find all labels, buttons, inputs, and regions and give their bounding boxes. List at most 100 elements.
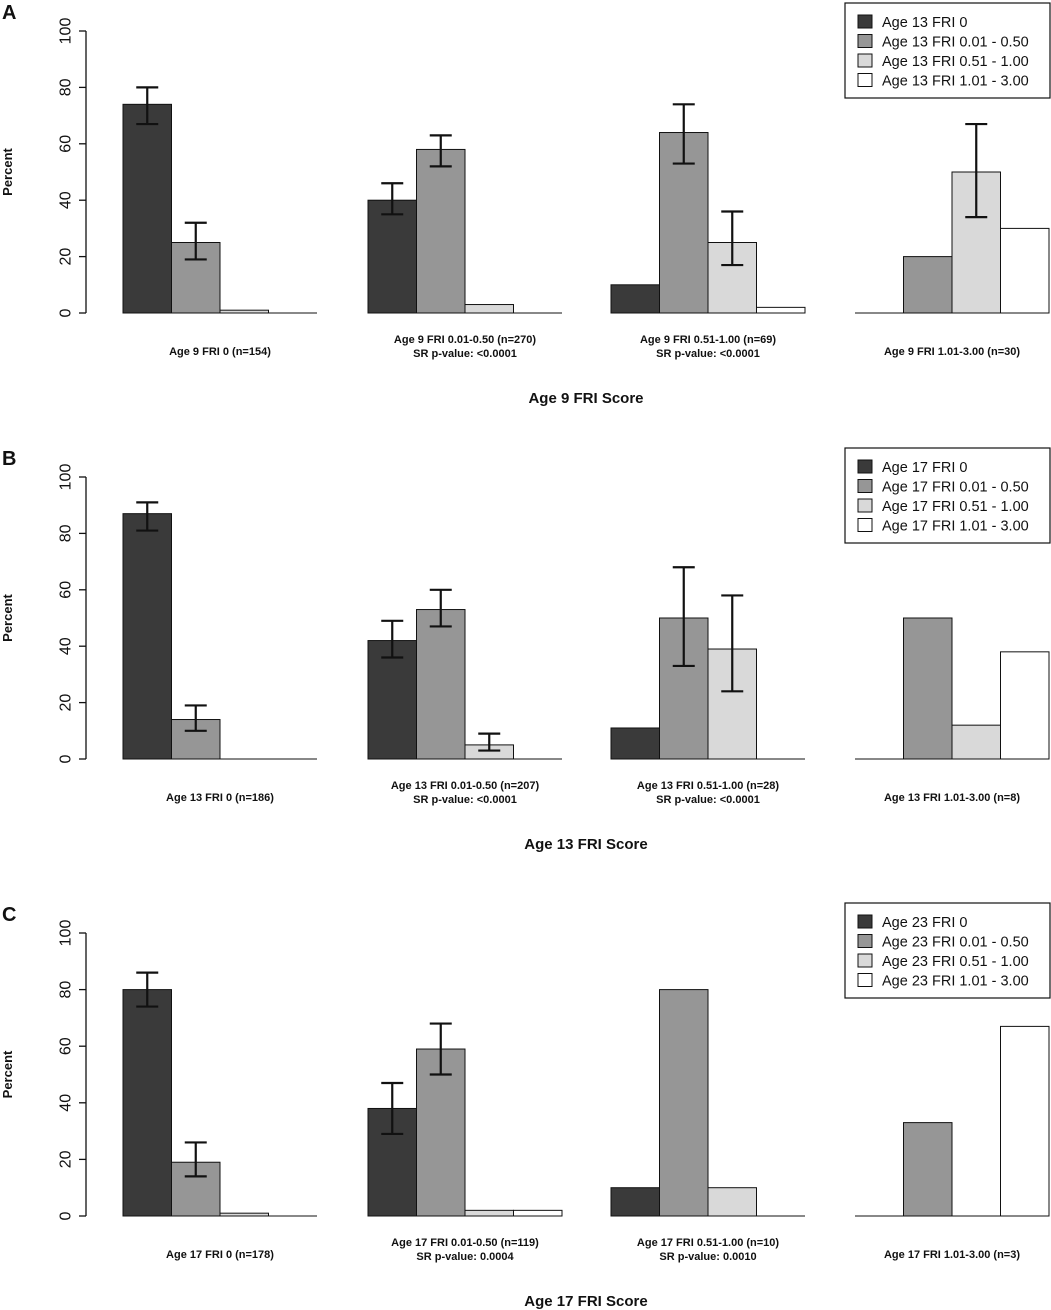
panel-b: B 0 20 40 60 80 100 Percent Age 13 FRI 0 (n=186)…: [0, 447, 1051, 853]
bar: [367, 199, 417, 314]
legend-entry: Age 17 FRI 0.51 - 1.00: [882, 499, 1029, 515]
legend-entry: Age 13 FRI 0.51 - 1.00: [882, 54, 1029, 70]
y-tick-label: 80: [58, 524, 75, 542]
legend-entry: Age 23 FRI 0: [882, 915, 967, 931]
p-value-label: SR p-value: <0.0001: [656, 348, 760, 360]
category-label-line1: Age 13 FRI 0.51-1.00 (n=28): [637, 780, 779, 792]
legend-swatch: [857, 73, 873, 87]
legend-swatch: [857, 973, 873, 987]
bar: [1000, 227, 1050, 314]
legend-entry: Age 23 FRI 0.51 - 1.00: [882, 954, 1029, 970]
legend-swatch: [857, 459, 873, 474]
bar-group: Age 17 FRI 1.01-3.00 (n=3): [855, 1025, 1050, 1261]
legend-entry: Age 13 FRI 1.01 - 3.00: [882, 74, 1029, 90]
bar: [659, 989, 709, 1217]
y-tick-label: 20: [58, 248, 75, 266]
bar: [903, 1122, 953, 1217]
y-tick-label: 60: [58, 135, 75, 153]
panel-letter: C: [2, 904, 16, 926]
legend-swatch: [857, 53, 873, 68]
legend-entry: Age 13 FRI 0: [882, 15, 967, 31]
x-axis-label: Age 9 FRI Score: [528, 390, 643, 407]
legend-swatch: [857, 479, 873, 493]
bar: [756, 306, 806, 314]
y-tick-label: 20: [58, 694, 75, 712]
legend: Age 13 FRI 0 Age 13 FRI 0.01 - 0.50 Age 13…: [844, 2, 1051, 99]
panel-c: C 0 20 40 60 80 100 Percent Age 17 FRI 0 (n=178)…: [0, 902, 1051, 1310]
legend-swatch: [857, 914, 873, 929]
y-tick-label: 60: [58, 581, 75, 599]
bar-group: Age 9 FRI 0.01-0.50 (n=270) SR p-value: <…: [367, 134, 562, 360]
legend-box: [844, 902, 1051, 999]
p-value-label: SR p-value: <0.0001: [656, 794, 760, 806]
bar-group: Age 9 FRI 0.51-1.00 (n=69) SR p-value: <0…: [610, 103, 806, 360]
y-axis-label: Percent: [0, 147, 15, 195]
y-tick-label: 40: [58, 1094, 75, 1112]
bar: [610, 1187, 660, 1217]
legend-swatch: [857, 934, 873, 948]
bar: [122, 103, 172, 314]
category-label-line1: Age 9 FRI 0.51-1.00 (n=69): [640, 334, 776, 346]
category-label-line1: Age 9 FRI 0.01-0.50 (n=270): [394, 334, 536, 346]
bar: [122, 513, 172, 760]
bar: [610, 284, 660, 314]
category-label: Age 17 FRI 0 (n=178): [166, 1249, 274, 1261]
p-value-label: SR p-value: <0.0001: [413, 794, 517, 806]
legend-entry: Age 17 FRI 0.01 - 0.50: [882, 480, 1029, 496]
y-tick-label: 0: [58, 308, 75, 317]
bar: [903, 256, 953, 314]
category-label: Age 13 FRI 0 (n=186): [166, 792, 274, 804]
y-tick-label: 60: [58, 1037, 75, 1055]
bar-group: Age 9 FRI 0 (n=154): [122, 86, 317, 358]
legend-entry: Age 13 FRI 0.01 - 0.50: [882, 35, 1029, 51]
y-tick-label: 100: [58, 18, 75, 45]
category-label: Age 9 FRI 1.01-3.00 (n=30): [884, 346, 1020, 358]
bar-group: Age 17 FRI 0.51-1.00 (n=10) SR p-value: 0…: [610, 989, 805, 1263]
legend-entry: Age 23 FRI 0.01 - 0.50: [882, 935, 1029, 951]
bar: [513, 1209, 563, 1217]
y-tick-label: 0: [58, 1211, 75, 1220]
bar: [464, 304, 514, 314]
category-label: Age 13 FRI 1.01-3.00 (n=8): [884, 792, 1020, 804]
legend: Age 17 FRI 0 Age 17 FRI 0.01 - 0.50 Age 17…: [844, 447, 1051, 544]
y-tick-label: 80: [58, 78, 75, 96]
bar: [1000, 1025, 1050, 1217]
bar: [951, 724, 1001, 760]
bar: [464, 1209, 514, 1217]
bar: [219, 1212, 269, 1217]
category-label: Age 17 FRI 1.01-3.00 (n=3): [884, 1249, 1020, 1261]
category-label-line1: Age 17 FRI 0.01-0.50 (n=119): [391, 1237, 539, 1249]
category-label: Age 9 FRI 0 (n=154): [169, 346, 271, 358]
panel-a: A 0 20 40 60 80 100 Percent Age 9 FRI 0 (n=154) A…: [0, 2, 1051, 407]
legend-box: [844, 2, 1051, 99]
bar: [903, 617, 953, 760]
panel-letter: B: [2, 448, 16, 470]
p-value-label: SR p-value: 0.0010: [659, 1251, 756, 1263]
legend-swatch: [857, 34, 873, 48]
y-axis-label: Percent: [0, 593, 15, 641]
p-value-label: SR p-value: <0.0001: [413, 348, 517, 360]
legend-box: [844, 447, 1051, 544]
legend-swatch: [857, 953, 873, 968]
y-tick-label: 80: [58, 981, 75, 999]
legend-swatch: [857, 14, 873, 29]
legend: Age 23 FRI 0 Age 23 FRI 0.01 - 0.50 Age 23…: [844, 902, 1051, 999]
bar-group: Age 13 FRI 1.01-3.00 (n=8): [855, 617, 1050, 804]
y-tick-label: 100: [58, 920, 75, 947]
bar: [416, 148, 466, 314]
bar-group: Age 17 FRI 0 (n=178): [122, 971, 317, 1261]
legend-swatch: [857, 518, 873, 532]
bar-group: Age 17 FRI 0.01-0.50 (n=119) SR p-value: …: [367, 1022, 563, 1263]
bar: [707, 1187, 757, 1217]
bar-group: Age 13 FRI 0.51-1.00 (n=28) SR p-value: <…: [610, 566, 805, 806]
bar: [1000, 651, 1050, 760]
y-tick-label: 40: [58, 637, 75, 655]
legend-swatch: [857, 498, 873, 513]
y-tick-label: 0: [58, 754, 75, 763]
bar: [610, 727, 660, 760]
legend-entry: Age 23 FRI 1.01 - 3.00: [882, 974, 1029, 990]
y-tick-label: 100: [58, 464, 75, 491]
y-tick-label: 20: [58, 1150, 75, 1168]
category-label-line1: Age 17 FRI 0.51-1.00 (n=10): [637, 1237, 779, 1249]
